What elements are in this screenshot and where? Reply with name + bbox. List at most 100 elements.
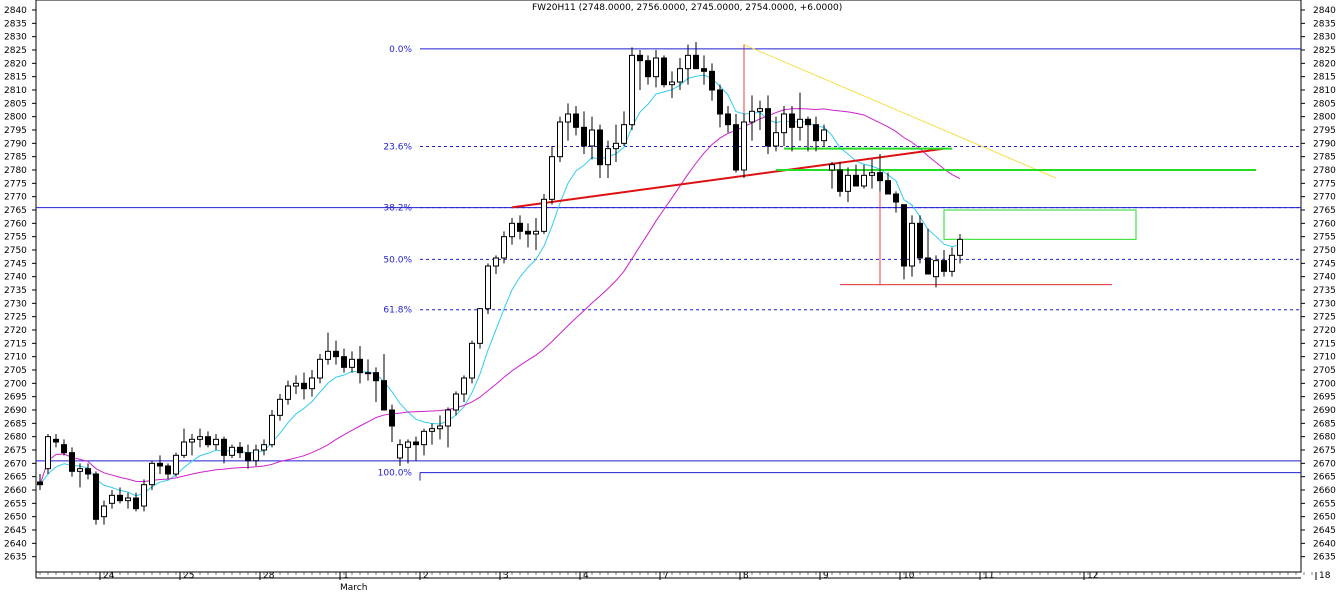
candle-body bbox=[325, 350, 331, 360]
candle-body bbox=[949, 254, 955, 272]
x-tick-label: 8 bbox=[743, 571, 749, 581]
candle bbox=[669, 71, 675, 98]
candle-body bbox=[581, 126, 587, 147]
candle-body bbox=[117, 494, 123, 502]
y-tick-label-left: 2715 bbox=[4, 339, 27, 349]
candle-body bbox=[813, 124, 819, 142]
y-tick-label-left: 2695 bbox=[4, 393, 27, 403]
candle bbox=[93, 471, 99, 525]
candle bbox=[765, 95, 771, 154]
y-tick-label-left: 2635 bbox=[4, 553, 27, 563]
y-tick-label-left: 2730 bbox=[4, 299, 27, 309]
candle bbox=[589, 116, 595, 160]
candle bbox=[893, 191, 899, 213]
candle-body bbox=[405, 441, 411, 448]
candle-body bbox=[173, 454, 179, 475]
candle-body bbox=[573, 113, 579, 128]
candle-body bbox=[165, 465, 171, 475]
candle bbox=[813, 116, 819, 152]
candle-body bbox=[253, 449, 259, 462]
candle-body bbox=[909, 222, 915, 267]
candle bbox=[221, 436, 227, 464]
candle bbox=[69, 447, 75, 477]
y-tick-label-left: 2765 bbox=[4, 206, 27, 216]
candle-body bbox=[141, 484, 147, 507]
candle bbox=[101, 500, 107, 525]
y-tick-label-right: 2830 bbox=[1313, 33, 1336, 43]
x-tick-label: 2 bbox=[423, 571, 429, 581]
candle-body bbox=[877, 172, 883, 182]
candle-body bbox=[925, 257, 931, 275]
y-tick-label-right: 2765 bbox=[1313, 206, 1336, 216]
candle bbox=[621, 111, 627, 146]
y-tick-label-left: 2795 bbox=[4, 126, 27, 136]
candle bbox=[109, 490, 115, 509]
y-tick-label-left: 2735 bbox=[4, 286, 27, 296]
candle-body bbox=[805, 118, 811, 126]
candle-body bbox=[589, 129, 595, 147]
candle bbox=[525, 223, 531, 248]
y-tick-label-right: 2735 bbox=[1313, 286, 1336, 296]
candle-body bbox=[901, 204, 907, 267]
y-tick-label-left: 2770 bbox=[4, 193, 27, 203]
y-tick-label-right: 2835 bbox=[1313, 19, 1336, 29]
candle-body bbox=[181, 441, 187, 456]
x-tick-label: 4 bbox=[583, 571, 589, 581]
candle-body bbox=[845, 174, 851, 192]
candle bbox=[789, 106, 795, 152]
candle bbox=[509, 218, 515, 245]
candle-body bbox=[669, 81, 675, 86]
candle-body bbox=[541, 198, 547, 232]
candle bbox=[357, 346, 363, 384]
candle-body bbox=[229, 446, 235, 456]
ma-slow-line bbox=[39, 108, 961, 485]
candle-body bbox=[597, 129, 603, 166]
x-tick-label: 28 bbox=[263, 571, 275, 581]
candle bbox=[653, 50, 659, 88]
y-tick-label-right: 2660 bbox=[1313, 486, 1336, 496]
horizontal-lines bbox=[36, 207, 1301, 462]
candle-body bbox=[269, 414, 275, 446]
candle bbox=[629, 47, 635, 130]
candle bbox=[133, 492, 139, 512]
candle-body bbox=[861, 174, 867, 187]
candle bbox=[229, 444, 235, 458]
candle bbox=[757, 100, 763, 130]
candle bbox=[685, 44, 691, 85]
y-tick-label-right: 2635 bbox=[1313, 553, 1336, 563]
y-tick-label-left: 2680 bbox=[4, 433, 27, 443]
candle-body bbox=[261, 444, 267, 451]
y-tick-label-right: 2750 bbox=[1313, 246, 1336, 256]
candle bbox=[173, 452, 179, 477]
x-tick-label: 25 bbox=[183, 571, 194, 581]
candle bbox=[117, 487, 123, 504]
candle-body bbox=[701, 68, 707, 72]
candle-body bbox=[917, 222, 923, 259]
fib-level-label: 38.2% bbox=[383, 204, 412, 214]
y-tick-label-right: 2695 bbox=[1313, 393, 1336, 403]
candle bbox=[149, 460, 155, 490]
y-tick-label-left: 2710 bbox=[4, 353, 27, 363]
candle-body bbox=[45, 436, 51, 470]
y-tick-label-left: 2640 bbox=[4, 539, 27, 549]
y-tick-label-right: 2810 bbox=[1313, 86, 1336, 96]
candle bbox=[701, 55, 707, 85]
candle-body bbox=[629, 54, 635, 126]
candle bbox=[613, 124, 619, 162]
candle-body bbox=[397, 444, 403, 459]
candle bbox=[237, 442, 243, 458]
y-tick-label-right: 2670 bbox=[1313, 459, 1336, 469]
y-tick-label-left: 2780 bbox=[4, 166, 27, 176]
fib-level-label: 100.0% bbox=[378, 469, 413, 479]
candle bbox=[333, 340, 339, 365]
candle-body bbox=[349, 358, 355, 368]
candle bbox=[405, 439, 411, 464]
y-tick-label-right: 2705 bbox=[1313, 366, 1336, 376]
y-tick-label-left: 2815 bbox=[4, 73, 27, 83]
candle-body bbox=[565, 113, 571, 123]
candle-body bbox=[413, 441, 419, 446]
candle-body bbox=[797, 118, 803, 128]
y-tick-label-right: 2815 bbox=[1313, 73, 1336, 83]
y-tick-label-left: 2720 bbox=[4, 326, 27, 336]
